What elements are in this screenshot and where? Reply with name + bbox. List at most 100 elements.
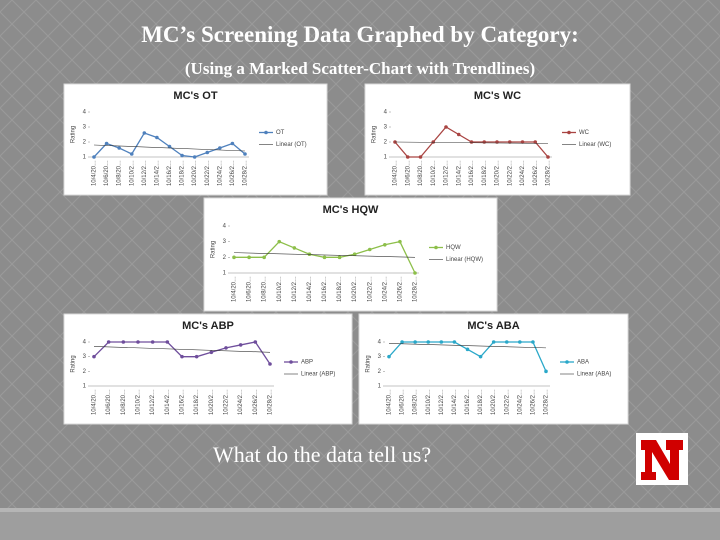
legend-marker — [434, 245, 438, 250]
x-tick-label: 10/14/2… — [165, 389, 171, 415]
y-tick-label: 2 — [83, 140, 87, 146]
x-tick-label: 10/4/20… — [92, 389, 98, 415]
x-tick-label: 10/20/2… — [209, 389, 215, 415]
point — [205, 150, 210, 155]
y-tick-label: 4 — [83, 340, 87, 346]
x-tick-label: 10/4/20… — [92, 160, 98, 186]
logo-mark — [641, 440, 683, 480]
chart-bg — [364, 83, 631, 196]
point — [544, 369, 548, 374]
point — [180, 354, 184, 359]
legend-label: Linear (ABA) — [577, 372, 611, 378]
x-tick-label: 10/28/2… — [243, 160, 249, 186]
chart: MC's WC Rating 1 2 3 4 10/4/20… 10/6/20… 10/8/20… — [364, 83, 631, 196]
footer-band — [0, 508, 720, 540]
point — [92, 155, 96, 159]
point — [426, 340, 431, 344]
chart: MC's ABA Rating 1 2 3 4 10/4/20… 10/6/20… 10/8/2… — [358, 313, 629, 425]
point — [106, 340, 111, 344]
x-tick-label: 10/8/20… — [121, 389, 127, 415]
x-tick-label: 10/22/2… — [205, 160, 211, 186]
x-tick-label: 10/22/2… — [504, 389, 510, 415]
point — [117, 146, 121, 150]
y-tick-label: 2 — [223, 255, 227, 261]
chart: MC's HQW Rating 1 2 3 4 10/4/20… 10/6/20… 10/8/2… — [203, 197, 498, 312]
x-tick-label: 10/22/2… — [507, 160, 513, 186]
x-tick-label: 10/14/2… — [154, 160, 160, 186]
point — [413, 271, 417, 275]
y-axis-label: Rating — [372, 126, 378, 143]
trendline — [93, 144, 246, 152]
point — [253, 340, 258, 344]
x-tick-label: 10/14/2… — [456, 160, 462, 186]
trendline — [233, 252, 416, 258]
point — [504, 340, 509, 344]
point — [243, 152, 247, 156]
x-tick-label: 10/8/20… — [262, 276, 268, 302]
x-tick-label: 10/18/2… — [180, 160, 186, 186]
point — [387, 354, 391, 359]
y-tick-label: 3 — [384, 125, 388, 131]
x-tick-label: 10/28/2… — [546, 160, 552, 186]
point — [531, 340, 535, 344]
x-tick-label: 10/22/2… — [367, 276, 373, 302]
x-tick-label: 10/12/2… — [292, 276, 298, 302]
point — [268, 362, 272, 366]
x-tick-label: 10/24/2… — [517, 389, 523, 415]
logo — [636, 433, 688, 485]
y-tick-label: 4 — [223, 224, 227, 230]
legend-label: Linear (WC) — [579, 142, 611, 148]
x-tick-label: 10/4/20… — [232, 276, 238, 302]
chart-title: MC's ABA — [467, 320, 519, 332]
x-tick-label: 10/20/2… — [495, 160, 501, 186]
point — [533, 140, 538, 144]
point — [482, 140, 487, 144]
x-tick-label: 10/12/2… — [439, 389, 445, 415]
legend-marker — [264, 130, 268, 135]
x-tick-label: 10/16/2… — [469, 160, 475, 186]
x-tick-label: 10/10/2… — [426, 389, 432, 415]
point — [136, 340, 140, 344]
x-tick-label: 10/12/2… — [142, 160, 148, 186]
legend-label: Linear (OT) — [276, 142, 307, 148]
x-tick-label: 10/24/2… — [217, 160, 223, 186]
point — [238, 343, 243, 347]
y-axis-label: Rating — [211, 241, 217, 258]
legend-marker — [289, 360, 293, 364]
point — [129, 152, 134, 156]
y-axis-label: Rating — [71, 355, 77, 372]
x-tick-label: 10/16/2… — [322, 276, 328, 302]
point — [469, 140, 474, 144]
legend-label: Linear (ABP) — [301, 372, 335, 378]
y-tick-label: 4 — [83, 110, 87, 116]
point — [322, 255, 327, 260]
x-tick-label: 10/20/2… — [352, 276, 358, 302]
point — [546, 155, 550, 159]
x-tick-label: 10/14/2… — [452, 389, 458, 415]
y-tick-label: 1 — [83, 384, 87, 390]
x-tick-label: 10/26/2… — [533, 160, 539, 186]
slide-title: MC’s Screening Data Graphed by Category: — [141, 22, 579, 47]
point — [165, 340, 170, 344]
x-tick-label: 10/18/2… — [482, 160, 488, 186]
point — [405, 155, 410, 159]
x-tick-label: 10/20/2… — [192, 160, 198, 186]
chart-title: MC's WC — [474, 90, 521, 102]
point — [491, 340, 496, 344]
y-axis-label: Rating — [366, 355, 372, 372]
point — [292, 246, 297, 250]
y-tick-label: 2 — [384, 140, 388, 146]
point — [413, 340, 417, 344]
x-tick-label: 10/28/2… — [544, 389, 550, 415]
x-tick-label: 10/24/2… — [238, 389, 244, 415]
y-tick-label: 1 — [83, 155, 87, 161]
point — [230, 141, 235, 146]
point — [150, 340, 155, 344]
x-tick-label: 10/6/20… — [106, 389, 112, 415]
x-tick-label: 10/18/2… — [478, 389, 484, 415]
y-tick-label: 1 — [384, 155, 388, 161]
point — [180, 153, 184, 158]
legend-label: ABP — [301, 360, 313, 366]
chart: MC's ABP Rating 1 2 3 4 10/4/20… 10/6/20… 10/8/2… — [63, 313, 353, 425]
x-tick-label: 10/16/2… — [180, 389, 186, 415]
